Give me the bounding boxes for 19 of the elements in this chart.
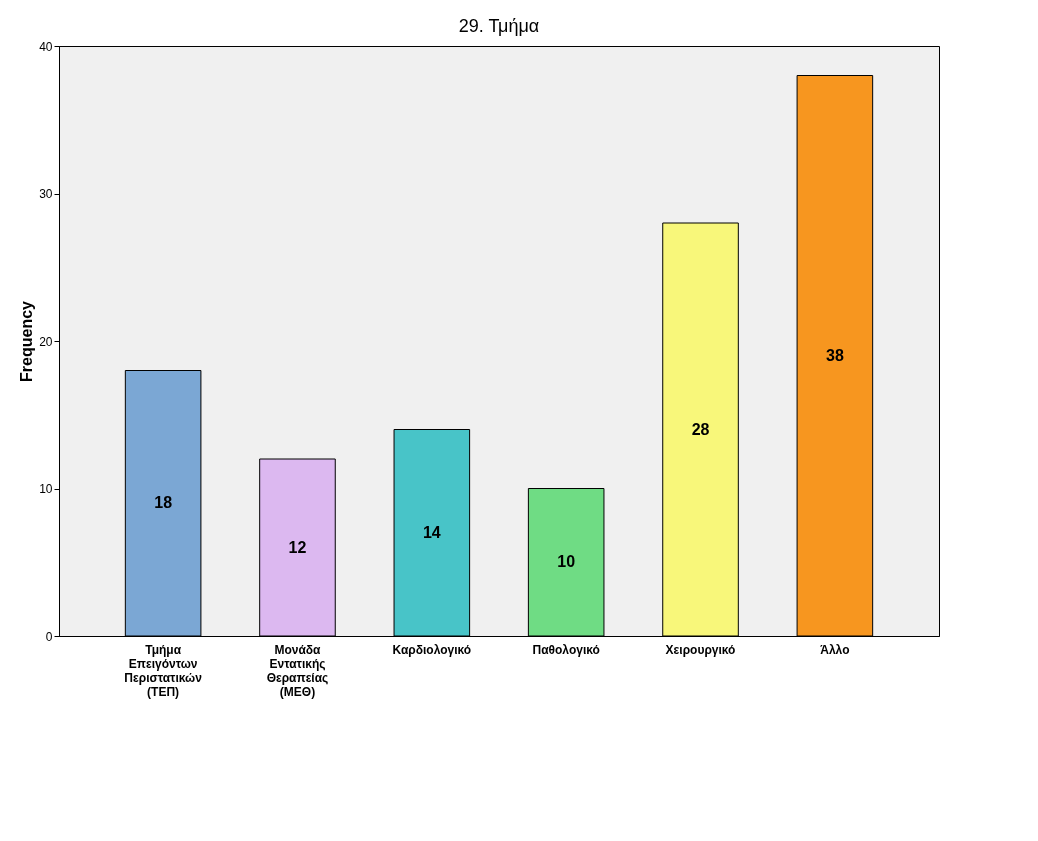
x-tick-label: Άλλο	[820, 642, 850, 657]
data-label: 10	[557, 553, 576, 571]
data-label: 38	[825, 346, 844, 364]
x-tick-label: Τμήμα Επειγόντων Περιστατικών (ΤΕΠ)	[124, 642, 203, 699]
x-tick-label: Χειρουργικό	[665, 642, 736, 657]
x-tick-label: Παθολογικό	[532, 642, 600, 657]
data-label: 14	[422, 523, 441, 541]
data-label: 18	[154, 494, 173, 512]
y-tick-label: 0	[45, 629, 53, 644]
y-tick-label: 30	[39, 187, 53, 201]
data-label: 28	[691, 420, 710, 438]
x-tick-label: Μονάδα Εντατικής Θεραπείας (ΜΕΘ)	[266, 642, 329, 699]
y-tick-label: 10	[39, 482, 53, 496]
x-tick-label: Καρδιολογικό	[392, 642, 472, 657]
data-label: 12	[288, 538, 307, 556]
y-tick-label: 40	[39, 39, 53, 54]
y-axis-title: Frequency	[18, 300, 36, 382]
chart-title: 29. Τμήμα	[458, 16, 540, 36]
y-tick-label: 20	[39, 334, 53, 349]
